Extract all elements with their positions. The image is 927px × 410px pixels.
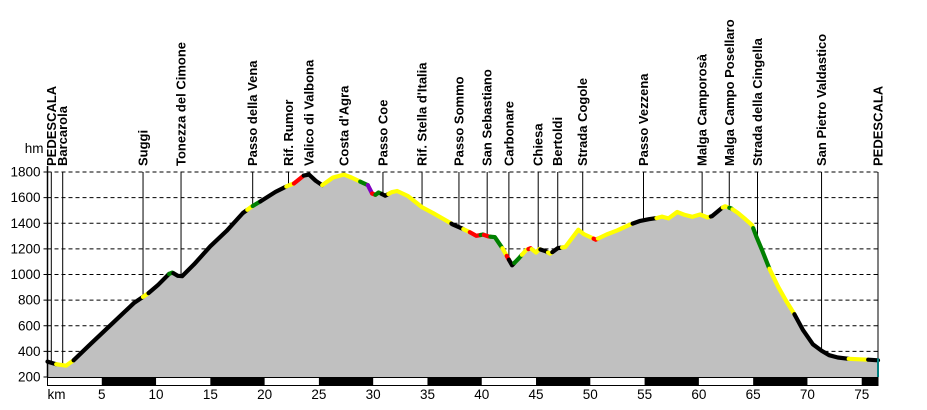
place-label-17: Malga Camporosà [695,53,710,166]
place-label-16: Passo Vezzena [636,73,651,166]
place-label-6: Valico di Valbona [302,59,317,166]
x-tick-label-25: 25 [311,387,326,402]
profile-segment-yellow-19 [386,188,454,226]
profile-segment-black-47 [792,312,851,361]
x-tick-label-65: 65 [746,387,761,402]
profile-segment-yellow-13 [320,172,363,188]
y-tick-label-600: 600 [18,318,41,333]
x-tick-label-20: 20 [257,387,272,402]
profile-segment-black-12 [301,172,325,188]
y-tick-label-800: 800 [18,293,41,308]
km-scale-bar-block-2 [318,377,374,386]
place-label-18: Malga Campo Posellaro [722,19,737,166]
x-tick-label-60: 60 [691,387,706,402]
km-scale-bar-block-6 [753,377,808,386]
km-scale-bar-block-1 [210,377,265,386]
x-tick-label-35: 35 [420,387,435,402]
km-scale-bar-block-0 [101,377,157,386]
profile-segment-black-39 [630,216,659,226]
y-tick-label-1400: 1400 [10,216,40,231]
profile-segment-yellow-38 [595,221,635,241]
profile-segment-black-6 [171,207,250,279]
x-tick-label-10: 10 [149,387,164,402]
y-axis-unit-label: hm [25,141,44,156]
profile-segment-black-9 [258,184,289,204]
y-tick-label-200: 200 [18,370,41,385]
place-label-12: Carbonare [501,101,516,166]
x-axis-unit-label: km [48,387,66,402]
y-tick-label-1200: 1200 [10,241,40,256]
x-tick-label-50: 50 [583,387,598,402]
place-label-11: San Sebastiano [480,69,495,166]
place-label-4: Passo della Vena [245,60,260,166]
x-tick-label-45: 45 [529,387,544,402]
profile-segment-black-4 [146,271,172,296]
place-label-9: Rif. Stella d'Italia [415,62,430,166]
km-scale-bar-block-7 [861,377,878,386]
place-label-0: PEDESCALA [44,85,59,166]
x-tick-label-40: 40 [474,387,489,402]
profile-segment-yellow-40 [654,209,713,221]
profile-segment-black-49 [866,357,881,363]
place-label-1: Barcarola [55,105,70,166]
place-label-2: Suggi [136,130,151,166]
place-label-15: Strada Cogole [575,78,590,166]
place-label-20: San Pietro Valdastico [814,34,829,166]
profile-segment-black-2 [71,294,146,363]
place-label-7: Costa d'Agra [336,85,351,166]
y-tick-label-1600: 1600 [10,190,40,205]
place-label-5: Rif. Rumor [281,100,296,166]
profile-segment-green-25 [488,234,505,251]
y-tick-label-1800: 1800 [10,165,40,180]
profile-segment-yellow-36 [559,227,596,250]
y-tick-label-400: 400 [18,344,41,359]
x-tick-label-70: 70 [800,387,815,402]
km-scale-bar-block-3 [427,377,482,386]
profile-fill [47,174,878,377]
profile-segment-yellow-46 [767,266,797,317]
profile-segment-yellow-48 [846,356,871,362]
x-tick-label-75: 75 [854,387,869,402]
place-label-3: Tonezza del Cimone [174,42,189,166]
y-tick-label-1000: 1000 [10,267,40,282]
profile-segment-green-45 [751,226,772,271]
x-tick-label-15: 15 [203,387,218,402]
km-scale-bar-block-4 [536,377,591,386]
place-label-14: Bertoldi [550,117,565,166]
x-tick-label-30: 30 [366,387,381,402]
place-label-8: Passo Coe [375,100,390,166]
x-tick-label-5: 5 [98,387,106,402]
place-label-19: Strada della Cingella [750,37,765,166]
profile-segment-yellow-1 [54,358,76,368]
km-scale-bar-block-5 [644,377,699,386]
place-label-10: Passo Sommo [451,76,466,166]
place-label-21: PEDESCALA [871,85,886,166]
x-tick-label-55: 55 [637,387,652,402]
place-label-13: Chiesa [531,123,546,166]
